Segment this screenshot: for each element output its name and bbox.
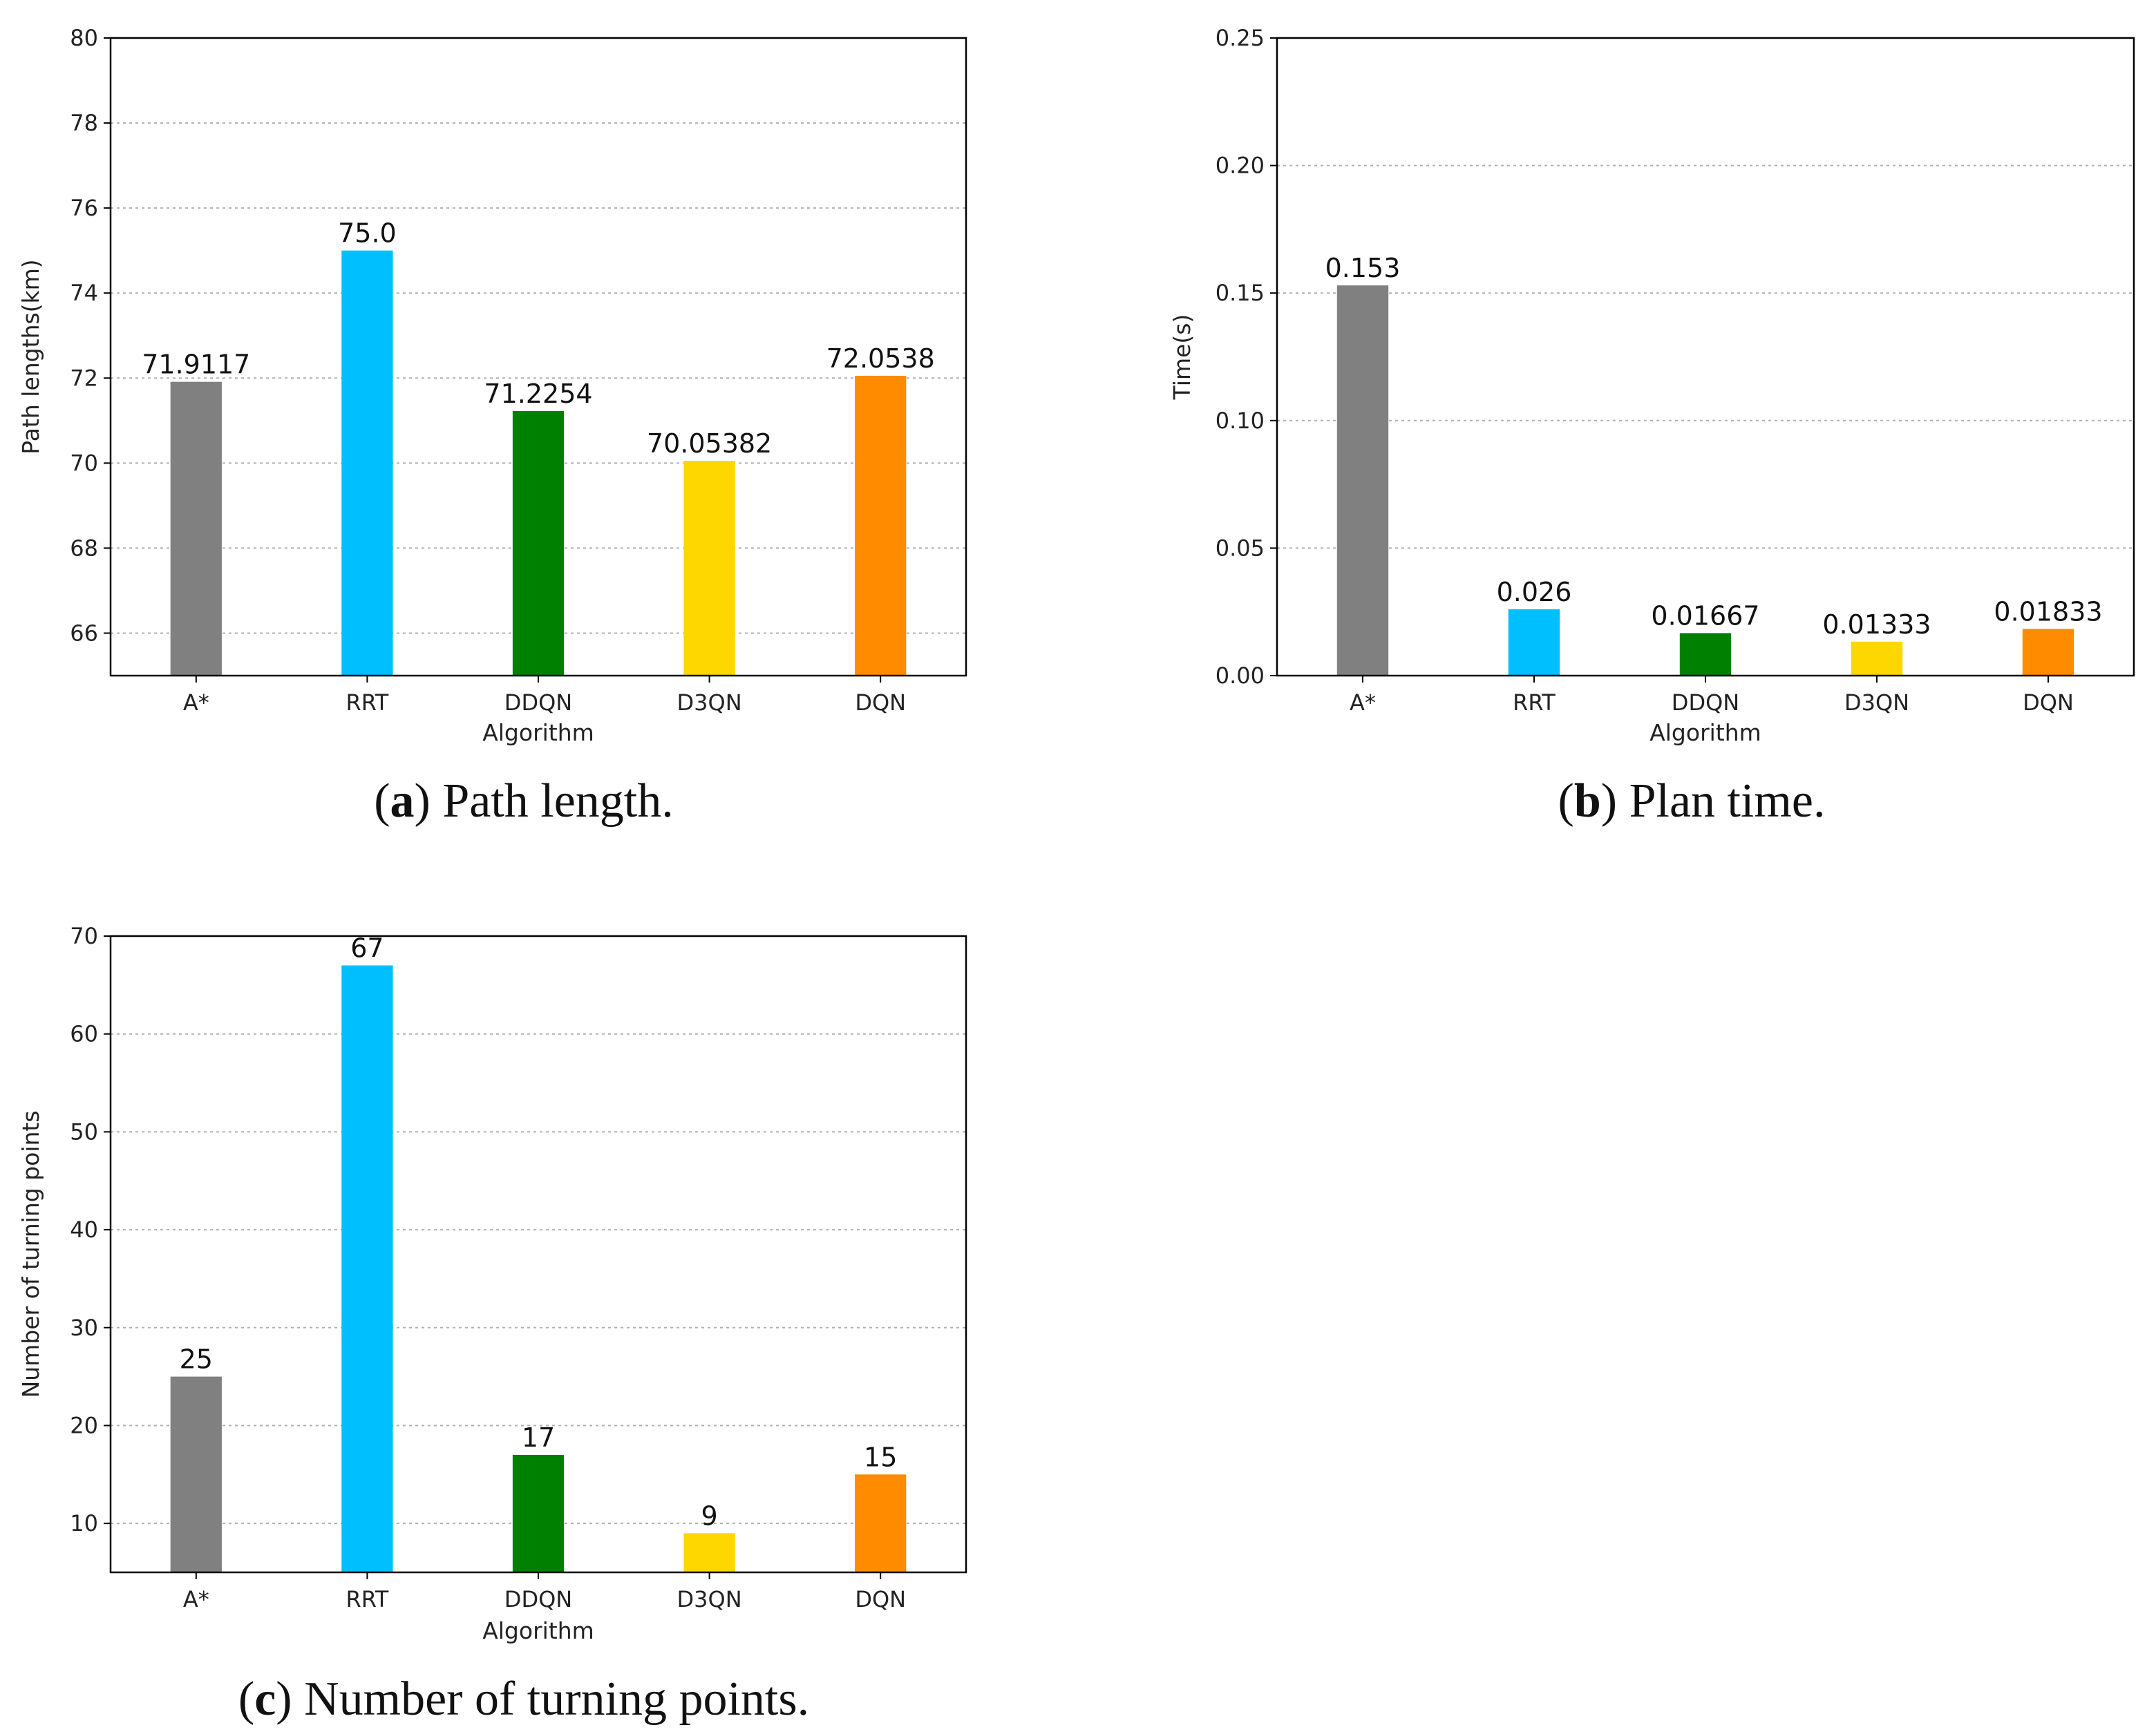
y-tick-label: 20 [70,1412,98,1438]
y-tick-label: 80 [70,25,98,51]
axes-frame [109,37,967,677]
y-tick-label: 0.10 [1216,408,1265,434]
bar-dqn [855,375,907,676]
x-axis-title: Algorithm [1649,719,1761,746]
x-tick-label: D3QN [677,689,742,716]
y-axis-title: Number of turning points [17,1111,44,1398]
caption-text: ) Path length. [415,774,674,828]
x-tick-label: DQN [2023,689,2074,716]
chart-panel-b: 0.00 0.05 0.10 0.15 0.20 0.25 0.153 A* 0.026 RRT 0… [1169,25,2135,828]
y-tick-label: 78 [70,110,98,136]
y-tick-label: 50 [70,1118,98,1145]
bar-value-label: 17 [522,1422,555,1453]
x-tick-label: A* [183,689,209,716]
bar-value-label: 67 [350,933,384,964]
y-tick-label: 60 [70,1021,98,1047]
bar-d3qn [683,461,735,676]
y-tick-label: 70 [70,923,98,949]
panel-caption: (b) Plan time. [1558,774,1826,828]
bar-value-label: 0.01667 [1651,600,1759,631]
x-tick-label: DQN [855,689,906,716]
chart-panel-a: 66 68 70 72 74 76 78 80 71.9117 A* 75.0 RRT 71.2254 D… [17,25,967,828]
bar-value-label: 0.01833 [1994,596,2102,627]
bar-d3qn [683,1533,735,1572]
y-tick-label: 0.20 [1216,153,1265,179]
bar-a-star [170,1376,222,1572]
caption-text: ) Plan time. [1601,774,1826,828]
bar-value-label: 9 [701,1500,718,1531]
y-tick-label: 0.00 [1216,663,1265,689]
panel-caption: (c) Number of turning points. [238,1673,809,1726]
caption-letter: b [1574,774,1601,828]
y-tick-label: 10 [70,1510,98,1536]
y-tick-label: 70 [70,450,98,476]
bar-a-star [170,381,222,676]
y-tick-label: 0.25 [1216,25,1265,51]
bar-value-label: 0.026 [1497,577,1572,607]
y-tick-label: 74 [70,280,98,306]
bar-value-label: 70.05382 [647,428,772,459]
bar-ddqn [512,410,565,676]
x-tick-label: D3QN [677,1586,742,1612]
chart-panel-c: 10 20 30 40 50 60 70 25 A* 67 RRT 17 DDQN 9 D3QN 15 DQN A… [17,923,967,1726]
caption-text: ) Number of turning points. [276,1673,809,1726]
bar-value-label: 71.9117 [142,350,250,380]
bar-ddqn [1679,633,1732,676]
y-axis-title: Path lengths(km) [17,259,44,454]
bar-dqn [2022,629,2074,676]
y-tick-label: 66 [70,620,98,646]
x-tick-label: DQN [855,1586,906,1612]
bar-rrt [341,250,393,676]
bar-value-label: 0.01333 [1822,609,1931,640]
x-tick-label: A* [1350,689,1376,716]
caption-open-paren: ( [238,1673,254,1726]
bar-ddqn [512,1454,565,1572]
y-tick-label: 40 [70,1217,98,1243]
caption-letter: a [390,774,415,828]
bar-dqn [855,1474,907,1572]
bar-value-label: 15 [864,1442,897,1472]
y-tick-label: 68 [70,535,98,561]
y-tick-label: 76 [70,195,98,221]
axes-frame [1276,37,2135,677]
bar-d3qn [1851,641,1903,676]
x-tick-label: DDQN [1672,689,1739,716]
bar-value-label: 72.0538 [826,343,935,374]
x-tick-label: RRT [346,689,389,716]
y-tick-label: 0.15 [1216,280,1265,306]
y-tick-label: 0.05 [1216,535,1265,561]
caption-open-paren: ( [374,774,390,828]
axes-frame [109,935,967,1574]
bar-rrt [341,965,393,1572]
x-tick-label: D3QN [1844,689,1909,716]
panel-caption: (a) Path length. [374,774,674,828]
y-tick-label: 30 [70,1315,98,1341]
x-axis-title: Algorithm [482,719,594,746]
caption-open-paren: ( [1558,774,1574,828]
x-tick-label: DDQN [504,1586,572,1612]
x-tick-label: RRT [346,1586,389,1612]
bar-rrt [1508,609,1560,676]
bar-value-label: 71.2254 [484,379,592,409]
caption-letter: c [254,1673,276,1726]
y-tick-label: 72 [70,365,98,391]
x-tick-label: DDQN [504,689,572,716]
bar-value-label: 75.0 [338,218,397,249]
y-axis-title: Time(s) [1169,314,1195,401]
x-tick-label: A* [183,1586,209,1612]
bar-a-star [1336,285,1389,676]
bar-value-label: 0.153 [1325,253,1401,283]
bar-value-label: 25 [180,1344,213,1375]
x-tick-label: RRT [1513,689,1555,716]
x-axis-title: Algorithm [482,1617,594,1644]
